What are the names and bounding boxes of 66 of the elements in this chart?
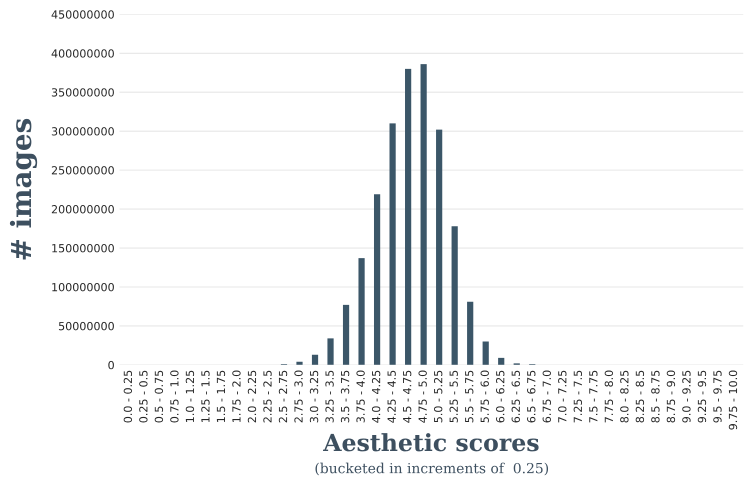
- bar: [374, 194, 380, 365]
- x-tick-label: 3.75 - 4.0: [356, 370, 365, 422]
- x-tick-label: 8.5 - 8.75: [651, 370, 660, 422]
- x-tick-label: 1.0 - 1.25: [186, 370, 194, 422]
- y-tick-label: 450000000: [52, 10, 114, 19]
- bar: [327, 338, 334, 365]
- bar: [482, 342, 489, 365]
- x-tick-label: 0.0 - 0.25: [124, 370, 132, 423]
- x-axis-title: Aesthetic scores: [323, 433, 539, 452]
- x-tick-label: 9.0 - 9.25: [682, 370, 691, 423]
- x-tick-label: 8.0 - 8.25: [620, 370, 629, 422]
- bar: [498, 358, 504, 365]
- y-tick-label: 350000000: [52, 88, 114, 97]
- x-tick-label: 7.25 - 7.5: [574, 370, 582, 422]
- x-tick-label: 7.5 - 7.75: [589, 370, 598, 422]
- x-tick-label: 8.75 - 9.0: [666, 370, 676, 422]
- x-tick-label: 9.5 - 9.75: [713, 370, 722, 423]
- x-tick-label: 6.0 - 6.25: [496, 370, 504, 422]
- y-tick-label: 300000000: [52, 127, 114, 136]
- x-tick-label: 2.0 - 2.25: [248, 370, 256, 422]
- x-tick-label: 4.0 - 4.25: [372, 370, 380, 423]
- x-tick-label: 0.5 - 0.75: [154, 370, 164, 423]
- x-tick-label: 3.25 - 3.5: [325, 370, 334, 422]
- x-tick-label: 4.5 - 4.75: [403, 370, 412, 423]
- y-tick-label: 50000000: [58, 322, 114, 330]
- x-tick-label: 5.25 - 5.5: [449, 370, 458, 422]
- x-tick-label: 4.25 - 4.5: [387, 370, 396, 423]
- bar: [436, 130, 442, 365]
- bar: [390, 123, 396, 365]
- x-tick-label: 2.25 - 2.5: [263, 370, 272, 422]
- x-tick-label: 6.75 - 7.0: [542, 370, 551, 422]
- x-tick-label: 2.75 - 3.0: [294, 370, 303, 422]
- y-tick-label: 200000000: [52, 205, 114, 214]
- x-tick-label: 5.5 - 5.75: [465, 370, 474, 422]
- x-tick-label: 0.25 - 0.5: [139, 370, 148, 423]
- bar: [312, 354, 318, 365]
- bar: [342, 304, 350, 365]
- bar: [420, 64, 427, 365]
- bar: [405, 68, 412, 365]
- y-axis-title: # images: [10, 118, 38, 260]
- y-tick-label: 400000000: [52, 49, 114, 58]
- x-tick-label: 6.25 - 6.5: [512, 370, 520, 422]
- x-tick-label: 6.5 - 6.75: [527, 370, 536, 422]
- x-tick-label: 7.0 - 7.25: [558, 370, 567, 422]
- x-tick-label: 5.75 - 6.0: [480, 370, 489, 422]
- bar: [452, 226, 458, 365]
- y-tick-label: 150000000: [52, 244, 114, 252]
- x-tick-label: 1.75 - 2.0: [232, 370, 241, 422]
- bar: [358, 258, 365, 365]
- x-tick-label: 1.25 - 1.5: [201, 370, 210, 422]
- x-tick-label: 4.75 - 5.0: [418, 370, 427, 423]
- x-tick-label: 0.75 - 1.0: [170, 370, 179, 423]
- x-tick-label: 1.5 - 1.75: [216, 370, 226, 422]
- y-tick-label: 100000000: [52, 282, 114, 292]
- x-tick-label: 3.0 - 3.25: [310, 370, 318, 422]
- x-tick-label: 8.25 - 8.5: [636, 370, 644, 422]
- x-tick-label: 5.0 - 5.25: [434, 370, 442, 422]
- y-tick-label: 0: [108, 360, 114, 370]
- x-tick-label: 9.25 - 9.5: [698, 370, 706, 423]
- y-tick-label: 250000000: [52, 166, 114, 175]
- bar: [467, 302, 474, 365]
- x-tick-label: 9.75 - 10.0: [728, 370, 738, 430]
- x-tick-label: 2.5 - 2.75: [278, 370, 288, 422]
- x-tick-label: 3.5 - 3.75: [340, 370, 350, 422]
- x-tick-label: 7.75 - 8.0: [604, 370, 614, 422]
- text: (bucketed in increments of 0.25): [315, 462, 548, 476]
